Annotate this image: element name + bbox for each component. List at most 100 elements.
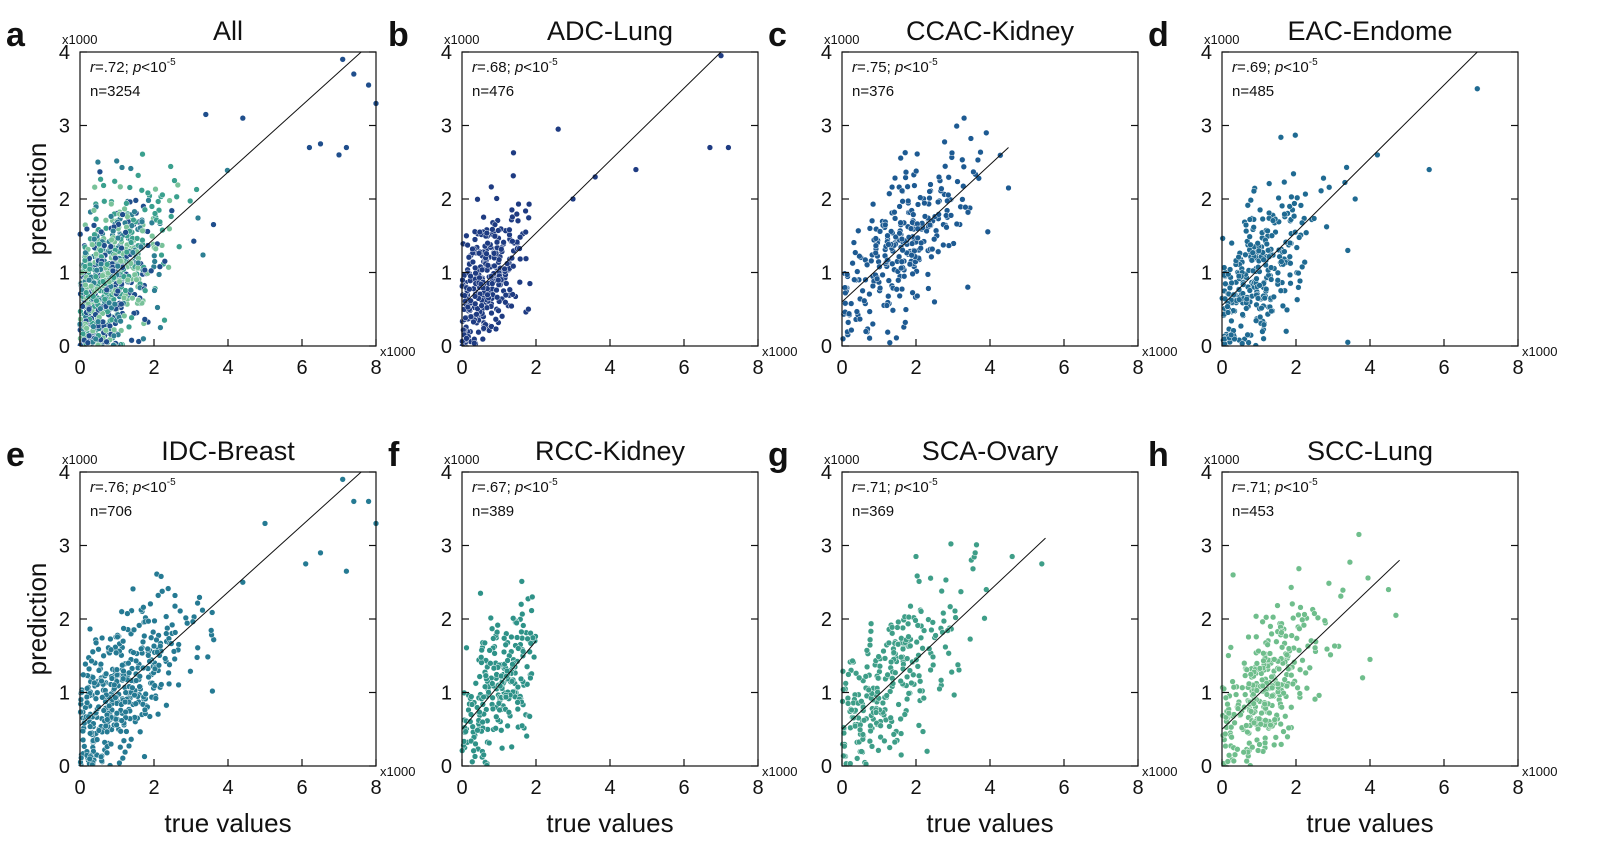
- data-point: [917, 634, 925, 641]
- data-point: [501, 635, 508, 642]
- data-point: [492, 325, 500, 333]
- data-point: [1302, 669, 1309, 677]
- data-point: [478, 659, 485, 666]
- data-point: [898, 264, 905, 272]
- data-point: [1245, 680, 1253, 687]
- y-multiplier-label: x1000: [62, 32, 97, 47]
- data-point: [943, 224, 950, 231]
- data-point: [859, 287, 866, 294]
- data-point: [119, 755, 126, 762]
- data-point: [112, 254, 119, 262]
- y-tick-label: 4: [821, 462, 832, 484]
- data-point: [135, 259, 142, 267]
- data-point: [1263, 614, 1270, 621]
- y-tick-label: 0: [441, 756, 452, 778]
- data-point: [137, 243, 145, 250]
- x-tick-label: 2: [530, 777, 541, 799]
- x-tick-label: 2: [148, 357, 159, 379]
- data-point: [464, 303, 471, 311]
- data-point: [467, 737, 475, 745]
- data-point: [884, 671, 891, 678]
- data-point: [926, 188, 933, 195]
- data-point: [92, 250, 100, 258]
- data-point: [897, 730, 905, 737]
- data-point: [209, 687, 216, 695]
- data-point: [892, 233, 899, 241]
- data-point: [350, 70, 357, 78]
- data-point: [113, 721, 120, 729]
- data-point: [123, 728, 130, 735]
- data-point: [1291, 200, 1298, 207]
- data-point: [1263, 691, 1271, 698]
- data-point: [895, 618, 902, 626]
- data-point: [1234, 746, 1241, 753]
- data-point: [141, 316, 148, 323]
- data-point: [149, 232, 156, 240]
- data-point: [159, 226, 166, 234]
- data-point: [502, 299, 509, 306]
- data-point: [938, 587, 945, 595]
- data-point: [1286, 271, 1294, 279]
- correlation-label: r=.68; p<10-5: [472, 57, 558, 76]
- data-point: [483, 250, 490, 257]
- data-point: [942, 643, 949, 651]
- data-point: [487, 660, 494, 667]
- data-point: [508, 254, 516, 262]
- data-point: [1228, 724, 1235, 731]
- data-point: [1288, 704, 1295, 711]
- data-point: [518, 722, 526, 729]
- regression-line: [79, 471, 362, 726]
- data-point: [947, 212, 955, 219]
- data-point: [927, 181, 934, 188]
- data-point: [858, 698, 865, 705]
- data-point: [889, 630, 896, 637]
- data-point: [875, 675, 882, 682]
- data-point: [1315, 692, 1323, 699]
- data-point: [953, 122, 960, 130]
- data-point: [127, 165, 134, 172]
- data-point: [868, 743, 876, 750]
- data-point: [869, 201, 877, 208]
- data-point: [339, 56, 346, 63]
- data-point: [194, 214, 202, 222]
- data-point: [495, 307, 502, 314]
- data-point: [128, 337, 135, 344]
- data-point: [103, 338, 110, 345]
- data-point: [1278, 202, 1286, 210]
- data-point: [97, 260, 105, 268]
- y-tick-label: 1: [821, 683, 832, 705]
- data-point: [1237, 711, 1244, 718]
- data-point: [1247, 708, 1255, 715]
- data-point: [475, 329, 482, 336]
- data-point: [469, 258, 477, 266]
- data-point: [915, 578, 923, 585]
- data-point: [488, 309, 495, 317]
- data-point: [86, 625, 94, 633]
- x-multiplier-label: x1000: [762, 344, 797, 359]
- data-point: [526, 648, 533, 655]
- data-point: [1285, 665, 1292, 673]
- panel-letter: e: [6, 436, 25, 474]
- data-point: [479, 718, 486, 726]
- data-point: [1243, 295, 1250, 303]
- data-point: [951, 607, 959, 615]
- data-point: [897, 715, 904, 723]
- data-point: [187, 668, 194, 675]
- x-tick-label: 8: [1512, 357, 1523, 379]
- data-point: [114, 287, 121, 295]
- data-point: [1228, 317, 1235, 325]
- data-point: [82, 660, 89, 668]
- data-point: [1231, 335, 1238, 343]
- data-point: [343, 568, 350, 575]
- data-point: [925, 285, 932, 292]
- data-point: [969, 565, 977, 572]
- data-point: [93, 297, 100, 304]
- data-point: [133, 677, 140, 684]
- data-point: [866, 290, 873, 298]
- data-point: [1231, 751, 1239, 758]
- y-tick-label: 0: [821, 756, 832, 778]
- data-point: [1225, 652, 1232, 659]
- data-point: [526, 713, 533, 720]
- data-point: [117, 183, 124, 190]
- data-point: [493, 239, 501, 246]
